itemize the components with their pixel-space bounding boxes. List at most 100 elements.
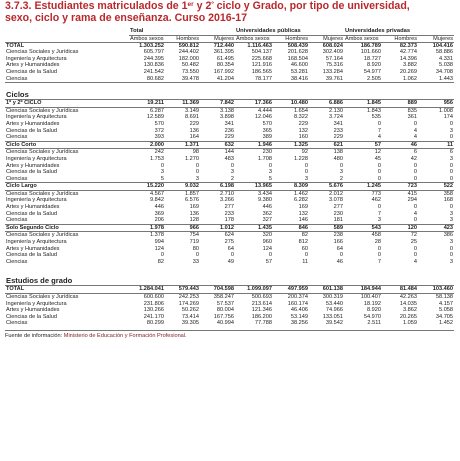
- table-cell: 242: [154, 149, 164, 156]
- table-cell: 0: [377, 204, 382, 211]
- row-label: Ciencias: [6, 134, 28, 141]
- table-cell: 25: [410, 239, 418, 246]
- table-cell: 6.282: [294, 197, 308, 204]
- table-cell: 812: [298, 239, 308, 246]
- table-row: Ingeniería y Arquitectura 994 719 275 960 812…: [5, 239, 454, 246]
- header-group-total: Total: [129, 28, 235, 36]
- table-cell: 233: [224, 210, 234, 217]
- table-cell: 3.724: [329, 114, 344, 121]
- table-cell: 7: [377, 210, 382, 217]
- table-cell: 8.309: [273, 182, 309, 191]
- table-cell: 103.460: [418, 285, 455, 294]
- table-cell: 132: [298, 210, 308, 217]
- table-cell: 18.192: [363, 300, 382, 307]
- title-line-1: 3.7.3. Estudiantes matriculados de 1er y…: [5, 0, 410, 12]
- table-row: Ingeniería y Arquitectura 9.842 6.576 3.266…: [5, 197, 454, 204]
- table-cell: 1.857: [185, 190, 199, 197]
- row-label: Ciencias de la Salud: [6, 252, 57, 259]
- row-label: TOTAL: [5, 285, 129, 294]
- table-cell: 0: [268, 252, 272, 259]
- table-cell: 233: [333, 127, 344, 134]
- table-cell: 632: [200, 140, 235, 150]
- table-cell: 3: [339, 169, 344, 176]
- table-cell: 225.668: [251, 55, 272, 62]
- table-cell: 5: [268, 175, 272, 182]
- table-row: Ciencias 82 33 49 57 11 46 7 4 3: [5, 259, 454, 266]
- row-label: Ciencias de la Salud: [6, 68, 57, 75]
- table-cell: 2.130: [329, 107, 344, 114]
- table-cell: 7: [377, 258, 382, 265]
- table-cell: 20.269: [399, 68, 418, 75]
- table-cell: 80.004: [216, 307, 234, 314]
- table-cell: 244.402: [178, 49, 199, 56]
- table-cell: 100.407: [360, 294, 382, 300]
- header-sub-row: Ambos sexos Hombres Mujeres Ambos sexos …: [5, 35, 455, 43]
- table-cell: 624: [224, 232, 234, 239]
- row-label: Ingeniería y Arquitectura: [6, 155, 67, 162]
- table-cell: 956: [418, 99, 455, 108]
- table-cell: 2: [339, 175, 344, 182]
- table-cell: 80.682: [129, 75, 165, 84]
- source-link[interactable]: Ministerio de Educación y Formación Prof…: [63, 332, 187, 339]
- table-cell: 11: [302, 258, 308, 265]
- table-cell: 6: [413, 149, 418, 156]
- section-heading: Estudios de grado: [6, 276, 73, 286]
- row-label: Ciclo Largo: [5, 182, 129, 191]
- table-cell: 4.567: [150, 190, 164, 197]
- table-cell: 14.396: [399, 55, 418, 62]
- table-cell: 12.589: [146, 114, 164, 121]
- table-cell: 58.886: [435, 49, 454, 56]
- table-row-subtotal: Solo Segundo Ciclo 1.978 966 1.012 1.435 846 5…: [5, 223, 455, 233]
- table-cell: 480: [333, 155, 344, 162]
- table-cell: 46.600: [290, 62, 308, 69]
- header-sub-cell: Hombres: [273, 35, 309, 43]
- table-cell: 1.245: [344, 182, 383, 191]
- table-cell: 483: [224, 155, 234, 162]
- row-label: Ciencias: [5, 75, 129, 84]
- table-cell: 128: [189, 217, 199, 224]
- table-cell: 33: [192, 258, 199, 265]
- table-row: Artes y Humanidades 446 169 277 446 169 277 0 0 0: [5, 204, 454, 211]
- table-cell: 121.916: [251, 62, 272, 69]
- table-cell: 3: [449, 155, 454, 162]
- table-cell: 446: [262, 204, 272, 211]
- table-cell: 244.395: [143, 55, 164, 62]
- table-cell: 3: [268, 169, 272, 176]
- table-cell: 0: [230, 252, 234, 259]
- row-label: Ciencias: [6, 320, 28, 327]
- table-cell: 229: [189, 120, 199, 127]
- table-cell: 3.434: [258, 190, 272, 197]
- table-cell: 167.756: [213, 313, 234, 320]
- table-row: Ciencias de la Salud 241.542 73.550 167.992…: [5, 69, 454, 76]
- table-cell: 54.970: [363, 313, 382, 320]
- table-cell: 504.137: [251, 49, 272, 56]
- table-cell: 277: [224, 204, 234, 211]
- table-cell: 4: [377, 134, 382, 141]
- table-cell: 508.439: [287, 42, 308, 49]
- table-cell: 372: [154, 127, 164, 134]
- table-row: Artes y Humanidades 124 80 64 124 60 64 0 0 0: [5, 246, 454, 253]
- table-cell: 10.480: [273, 99, 309, 108]
- table-cell: 889: [382, 99, 419, 108]
- table-cell: 11: [418, 140, 455, 150]
- table-cell: 0: [449, 162, 454, 169]
- table-cell: 120: [382, 223, 419, 233]
- table-cell: 361: [407, 114, 418, 121]
- table-cell: 0: [449, 175, 454, 182]
- table-cell: 1.371: [165, 140, 200, 150]
- table-cell: 0: [413, 175, 418, 182]
- table-cell: 101.660: [360, 49, 382, 56]
- table-cell: 6.198: [200, 182, 235, 191]
- table-cell: 0: [377, 175, 382, 182]
- row-label: 1º y 2º CICLO: [5, 99, 129, 108]
- table-cell: 1.946: [235, 140, 273, 150]
- table-cell: 320: [262, 232, 272, 239]
- table-cell: 994: [154, 239, 164, 246]
- table-cell: 7.842: [200, 99, 235, 108]
- header-sub-cell: Hombres: [165, 35, 200, 43]
- table-row: Ingeniería y Arquitectura 12.589 8.691 3.89…: [5, 114, 454, 121]
- table-cell: 300.319: [322, 294, 344, 300]
- table-cell: 3: [449, 127, 454, 134]
- source-note: Fuente de información: Ministerio de Edu…: [5, 329, 454, 339]
